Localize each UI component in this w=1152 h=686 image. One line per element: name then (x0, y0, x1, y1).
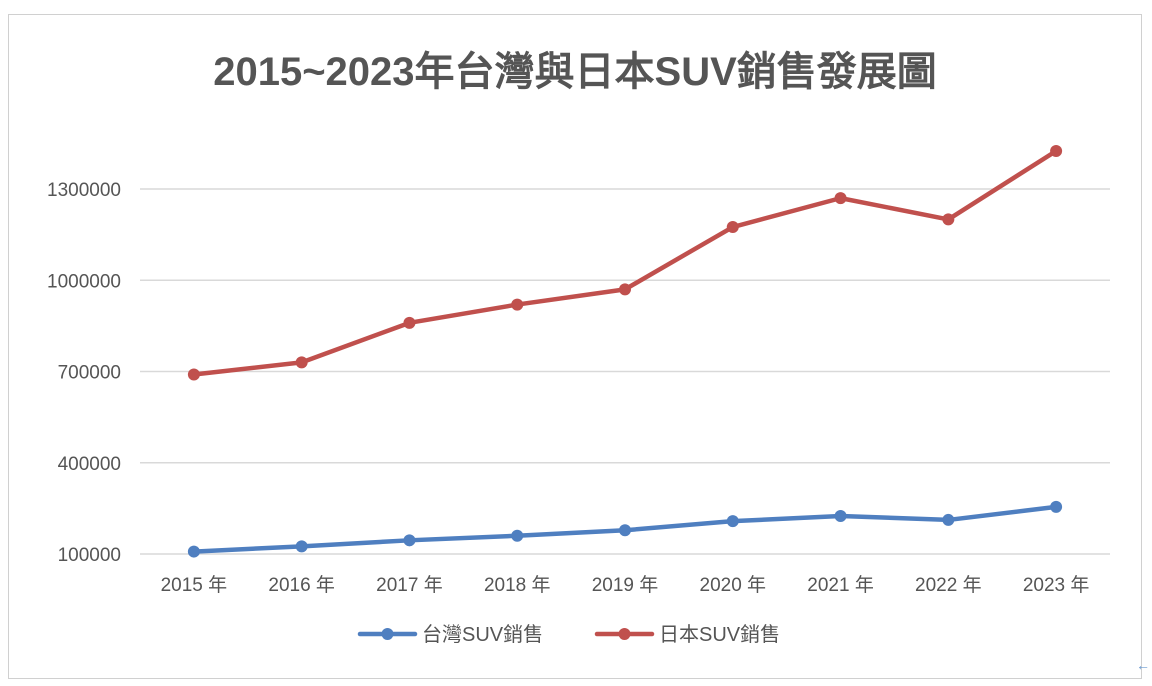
x-tick-label: 2016 年 (268, 574, 335, 596)
arrow-left-icon[interactable]: ← (1136, 657, 1150, 673)
x-tick-label: 2023 年 (1023, 574, 1090, 596)
legend-marker (381, 628, 394, 640)
x-tick-label: 2019 年 (592, 574, 659, 596)
data-point (187, 545, 200, 558)
data-point (619, 524, 631, 537)
data-point (726, 221, 739, 234)
data-point (619, 283, 631, 296)
data-point (834, 192, 847, 205)
x-tick-label: 2018 年 (484, 574, 551, 596)
y-tick-label: 700000 (58, 363, 121, 384)
data-point (295, 540, 308, 553)
data-point (942, 513, 955, 526)
series-line (191, 148, 1059, 377)
data-point (942, 213, 955, 226)
data-point (403, 534, 416, 547)
x-tick-label: 2015 年 (161, 574, 228, 596)
data-point (187, 368, 200, 381)
x-tick-label: 2021 年 (807, 574, 874, 596)
x-tick-label: 2022 年 (915, 574, 982, 596)
y-tick-label: 1000000 (47, 271, 121, 292)
y-tick-label: 100000 (58, 545, 121, 566)
y-tick-label: 400000 (58, 454, 121, 475)
x-tick-label: 2020 年 (700, 574, 767, 596)
chart-border (8, 14, 1142, 679)
data-point (1050, 144, 1063, 157)
data-point (403, 316, 416, 329)
legend-label: 台灣SUV銷售 (422, 623, 543, 646)
data-point (834, 509, 847, 522)
x-tick-label: 2017 年 (376, 574, 443, 596)
legend-marker (618, 628, 631, 640)
data-point (511, 298, 524, 311)
data-point (1050, 500, 1063, 513)
data-point (511, 529, 524, 542)
data-point (295, 356, 308, 369)
legend-label: 日本SUV銷售 (659, 623, 780, 646)
chart-title: 2015~2023年台灣與日本SUV銷售發展圖 (213, 50, 937, 94)
data-point (726, 515, 739, 528)
y-tick-label: 1300000 (47, 180, 121, 201)
